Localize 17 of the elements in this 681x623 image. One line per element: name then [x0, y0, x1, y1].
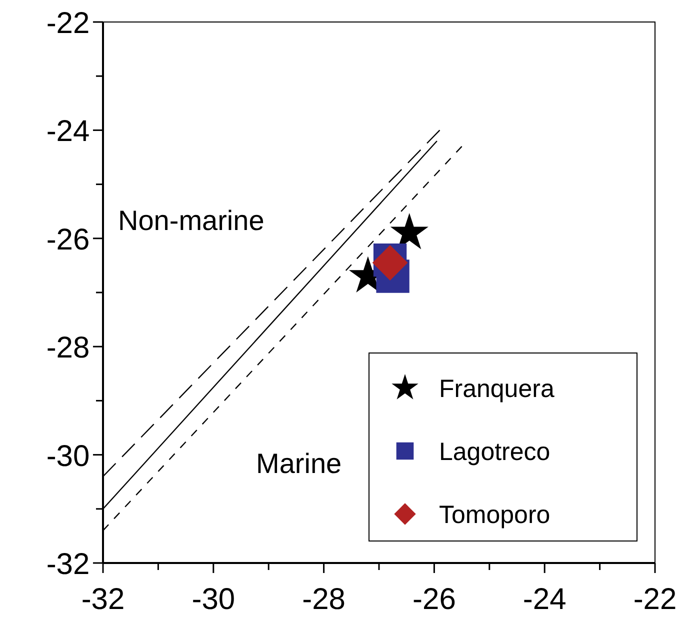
y-tick-label: -32	[46, 548, 90, 581]
legend-label: Tomoporo	[439, 501, 550, 529]
x-tick-label: -24	[522, 583, 566, 616]
x-tick-label: -32	[81, 583, 125, 616]
y-tick-label: -22	[46, 7, 90, 40]
y-tick-label: -24	[46, 115, 90, 148]
x-tick-label: -28	[302, 583, 346, 616]
annotation: Marine	[256, 448, 342, 479]
x-tick-label: -22	[633, 583, 677, 616]
y-tick-label: -26	[46, 223, 90, 256]
y-tick-label: -28	[46, 332, 90, 365]
legend-label: Lagotreco	[439, 438, 550, 466]
annotation: Non-marine	[118, 205, 264, 236]
legend-label: Franquera	[439, 375, 554, 403]
x-tick-label: -26	[412, 583, 456, 616]
x-tick-label: -30	[192, 583, 236, 616]
y-tick-label: -30	[46, 440, 90, 473]
